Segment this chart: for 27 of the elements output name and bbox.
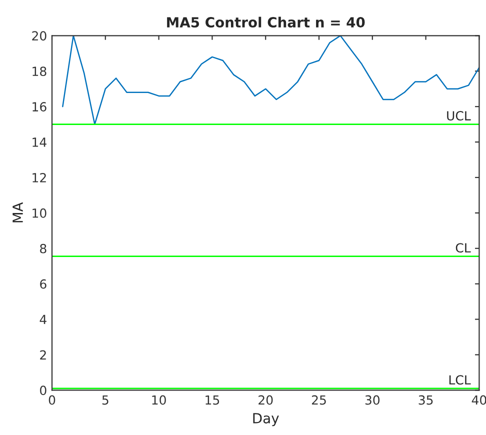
line-series — [62, 36, 480, 125]
x-tick-label: 15 — [206, 395, 220, 405]
y-tick-label: 4 — [40, 314, 46, 324]
x-tick-label: 35 — [418, 395, 433, 405]
x-tick-label: 10 — [152, 395, 166, 405]
x-tick-label: 20 — [258, 395, 273, 405]
x-tick-label: 40 — [472, 395, 486, 405]
y-tick-label: 10 — [32, 208, 46, 218]
y-tick-label: 12 — [32, 172, 46, 182]
y-tick-label: 2 — [40, 350, 46, 360]
y-tick-label: 20 — [32, 31, 46, 41]
x-axis-title: Day — [253, 413, 279, 426]
x-tick-label: 5 — [102, 395, 108, 405]
x-tick-label: 30 — [365, 395, 380, 405]
y-tick-label: 16 — [32, 102, 46, 112]
y-tick-label: 18 — [32, 66, 46, 76]
y-tick-label: 14 — [32, 138, 46, 147]
y-tick-label: 0 — [40, 386, 46, 396]
ref-line-label: LCL — [449, 375, 471, 385]
x-tick-label: 0 — [48, 395, 56, 405]
chart-title: MA5 Control Chart n = 40 — [167, 16, 365, 28]
x-tick-label: 25 — [312, 395, 326, 405]
y-axis-title: MA — [12, 202, 23, 222]
ref-line-label: UCL — [447, 111, 471, 120]
y-tick-label: 8 — [40, 244, 46, 254]
y-tick-label: 6 — [40, 279, 46, 289]
ref-line-label: CL — [456, 243, 471, 253]
